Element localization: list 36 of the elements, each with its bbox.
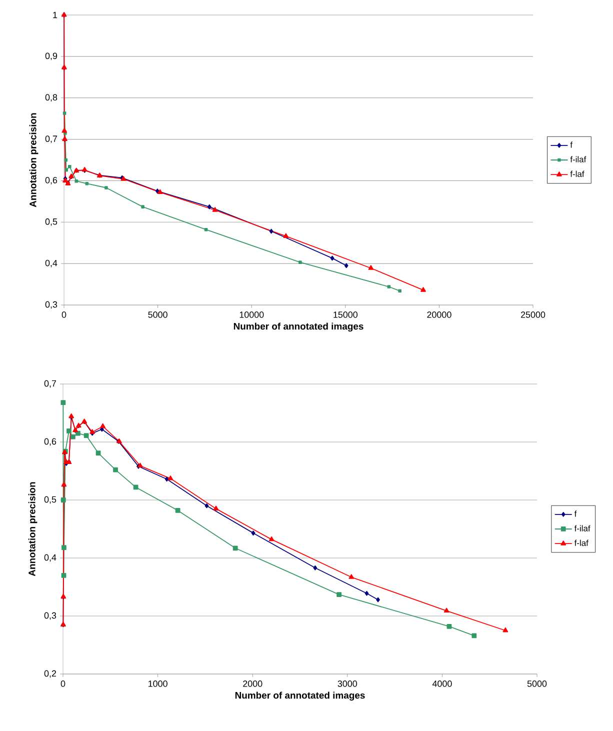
y-tick-label: 1	[53, 12, 58, 18]
y-axis-title: Annotation precision	[28, 482, 38, 576]
x-tick-label: 1000	[148, 680, 168, 687]
x-tick-label: 2000	[243, 680, 262, 687]
y-tick-label: 0,6	[45, 177, 58, 184]
x-tick-label: 25000	[520, 312, 546, 318]
x-tick-label: 15000	[334, 312, 358, 318]
legend-label: f	[570, 142, 573, 148]
y-tick-label: 0,5	[44, 496, 56, 504]
x-tick-label: 3000	[338, 680, 358, 687]
y-tick-label: 0,4	[44, 554, 56, 562]
legend-label: f-laf	[574, 540, 588, 546]
x-tick-label: 5000	[148, 312, 168, 318]
y-tick-label: 0,7	[44, 380, 56, 388]
legend-label: f	[574, 510, 577, 517]
x-tick-label: 0	[60, 680, 66, 687]
y-tick-label: 0,4	[45, 260, 58, 268]
y-tick-label: 0,8	[45, 94, 58, 102]
legend-label: f-ilaf	[570, 156, 586, 162]
x-tick-label: 10000	[240, 312, 264, 318]
y-tick-label: 0,5	[45, 218, 58, 226]
x-tick-label: 4000	[432, 680, 452, 687]
legend-label: f-ilaf	[574, 525, 590, 532]
y-tick-label: 0,2	[44, 670, 56, 678]
y-tick-label: 0,7	[45, 136, 58, 143]
x-axis-title: Number of annotated images	[234, 322, 364, 332]
y-tick-label: 0,3	[45, 301, 58, 309]
x-tick-label: 5000	[527, 680, 547, 687]
y-tick-label: 0,6	[44, 438, 56, 446]
legend-label: f-laf	[570, 170, 584, 177]
x-tick-label: 0	[62, 312, 66, 318]
x-axis-title: Number of annotated images	[235, 692, 365, 701]
y-tick-label: 0,3	[44, 612, 56, 620]
x-tick-label: 20000	[427, 312, 452, 318]
y-axis-title: Annotation precision	[29, 113, 38, 208]
y-tick-label: 0,9	[45, 52, 58, 60]
